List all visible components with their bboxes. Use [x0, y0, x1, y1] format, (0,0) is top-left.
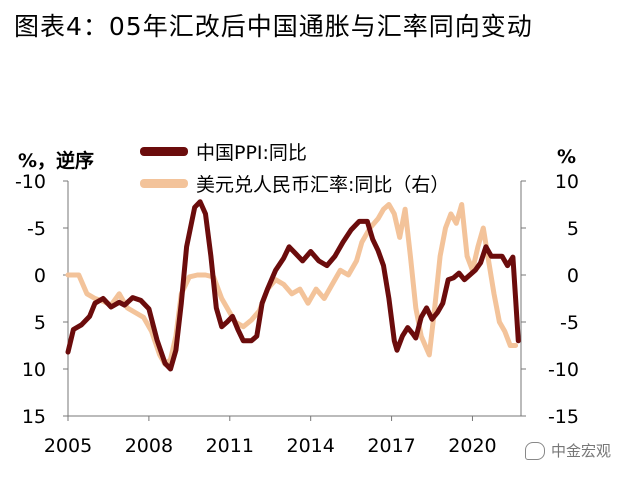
- right-tick-label: -15: [548, 406, 579, 428]
- left-axis-label: %，逆序: [18, 150, 95, 172]
- legend-label-ppi: 中国PPI:同比: [196, 142, 307, 164]
- right-tick-label: 10: [555, 171, 579, 193]
- chart-axes: [63, 180, 526, 421]
- right-axis-label: %: [557, 146, 577, 168]
- x-tick-label: 2020: [448, 435, 496, 457]
- legend-item-fx: 美元兑人民币汇率:同比（右）: [140, 170, 449, 197]
- chart-ticks: -10 -5 0 5 10 15 10 5 0 -5 -10 -15 2005 2008 2011 2014 2…: [15, 171, 579, 457]
- x-tick-label: 2005: [44, 435, 92, 457]
- right-tick-label: 0: [567, 265, 579, 287]
- chart-series: [65, 199, 521, 372]
- x-tick-label: 2008: [125, 435, 173, 457]
- series-line-ppi: [65, 199, 521, 372]
- left-tick-label: 0: [34, 265, 46, 287]
- left-tick-label: -5: [27, 218, 46, 240]
- legend-item-ppi: 中国PPI:同比: [140, 138, 307, 165]
- watermark-text: 中金宏观: [551, 442, 612, 460]
- x-tick-label: 2017: [367, 435, 415, 457]
- x-tick-label: 2011: [206, 435, 254, 457]
- legend-label-fx: 美元兑人民币汇率:同比（右）: [196, 174, 450, 196]
- left-tick-label: 10: [22, 359, 46, 381]
- chart-title: 图表4：05年汇改后中国通胀与汇率同向变动: [14, 12, 533, 41]
- left-tick-label: 15: [22, 406, 46, 428]
- legend-swatch-fx: [140, 179, 188, 188]
- right-tick-label: 5: [567, 218, 579, 240]
- right-tick-label: -10: [548, 359, 579, 381]
- watermark: 中金宏观: [525, 440, 611, 461]
- right-tick-label: -5: [560, 312, 579, 334]
- left-tick-label: -10: [15, 171, 46, 193]
- x-tick-label: 2014: [286, 435, 334, 457]
- left-tick-label: 5: [34, 312, 46, 334]
- legend-swatch-ppi: [140, 147, 188, 156]
- chat-bubble-icon: [525, 441, 545, 460]
